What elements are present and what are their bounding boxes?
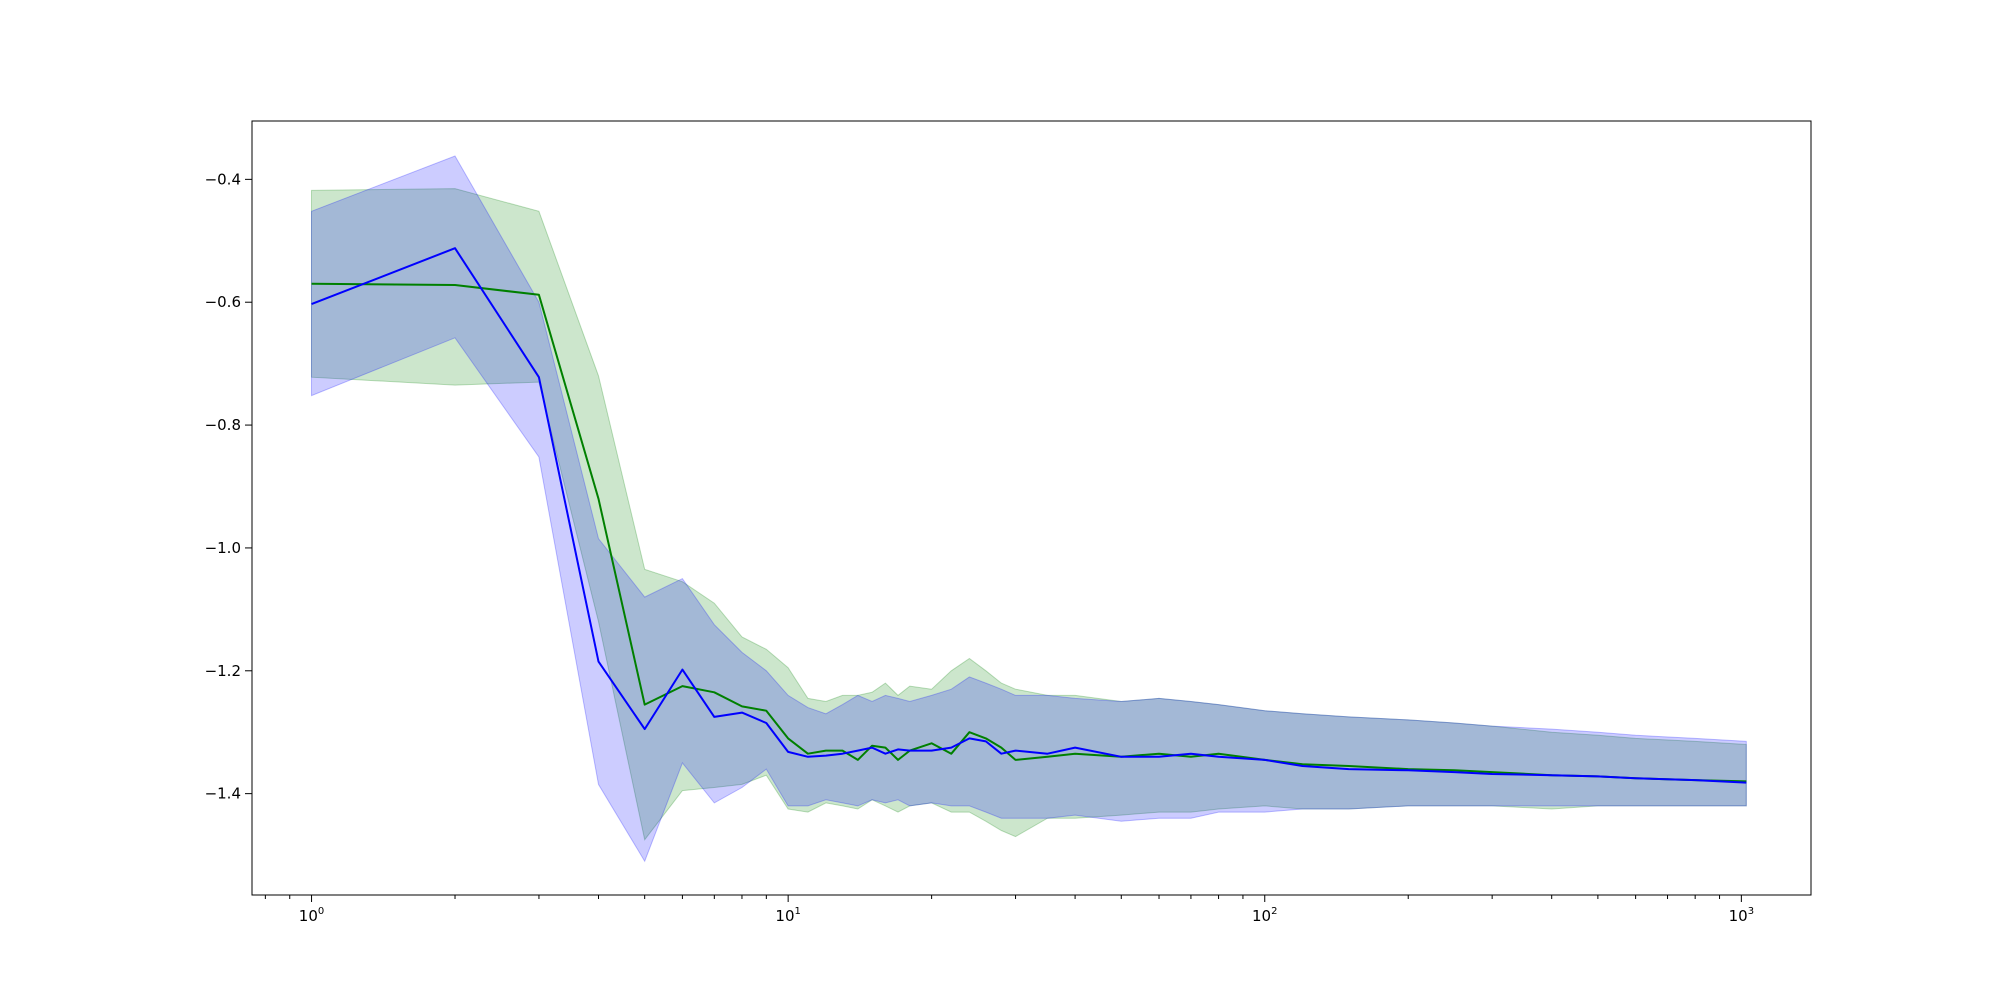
series-0-band	[311, 188, 1747, 841]
plot-frame	[251, 120, 1812, 896]
series-1-line	[311, 247, 1747, 784]
y-tick-label: −1.4	[205, 785, 241, 803]
series-lines	[311, 247, 1747, 784]
y-tick-label: −0.4	[205, 170, 241, 188]
y-tick-label: −0.6	[205, 293, 241, 311]
confidence-bands	[311, 155, 1747, 863]
x-tick-label: 101	[775, 906, 800, 925]
x-tick-label: 103	[1729, 906, 1754, 925]
y-axis: −0.4 −0.6 −0.8 −1.0 −1.2 −1.4	[205, 170, 252, 803]
series-0-line	[311, 282, 1747, 783]
y-tick-label: −1.2	[205, 662, 241, 680]
x-tick-label: 102	[1252, 906, 1277, 925]
x-axis: 100 101 102 103	[264, 895, 1754, 925]
y-tick-label: −0.8	[205, 416, 241, 434]
y-tick-label: −1.0	[205, 539, 241, 557]
x-tick-label: 100	[299, 906, 324, 925]
series-1-band	[311, 155, 1747, 863]
